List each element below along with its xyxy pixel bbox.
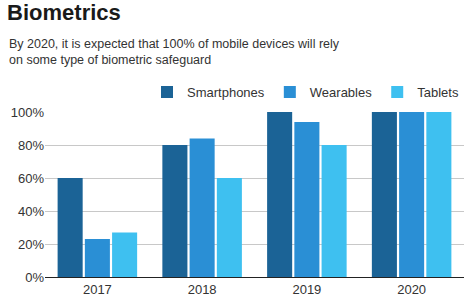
svg-text:20%: 20% (18, 237, 44, 252)
svg-text:2020: 2020 (397, 282, 426, 297)
svg-text:100%: 100% (11, 105, 45, 120)
svg-text:Smartphones: Smartphones (187, 85, 265, 100)
svg-text:Wearables: Wearables (310, 85, 372, 100)
svg-text:Biometrics: Biometrics (7, 0, 121, 25)
svg-text:2018: 2018 (188, 282, 217, 297)
svg-text:By 2020, it is expected that 1: By 2020, it is expected that 100% of mob… (9, 37, 340, 67)
svg-text:0%: 0% (25, 270, 44, 285)
svg-text:2019: 2019 (292, 282, 321, 297)
svg-text:40%: 40% (18, 204, 44, 219)
svg-text:60%: 60% (18, 171, 44, 186)
svg-text:2017: 2017 (83, 282, 112, 297)
svg-text:Tablets: Tablets (417, 85, 459, 100)
svg-text:80%: 80% (18, 138, 44, 153)
